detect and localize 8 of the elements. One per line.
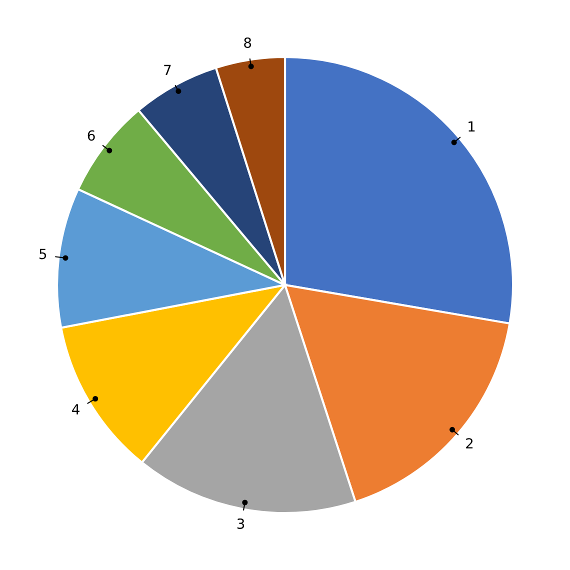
slice-label: 6 xyxy=(88,130,95,141)
slice-label: 2 xyxy=(466,438,473,448)
slice-label: 8 xyxy=(244,37,252,48)
slice-label: 7 xyxy=(164,64,171,76)
slice-label: 3 xyxy=(237,518,244,529)
slice-label: 5 xyxy=(40,248,46,260)
slice-label: 1 xyxy=(468,121,475,132)
slice-label: 4 xyxy=(72,404,80,414)
